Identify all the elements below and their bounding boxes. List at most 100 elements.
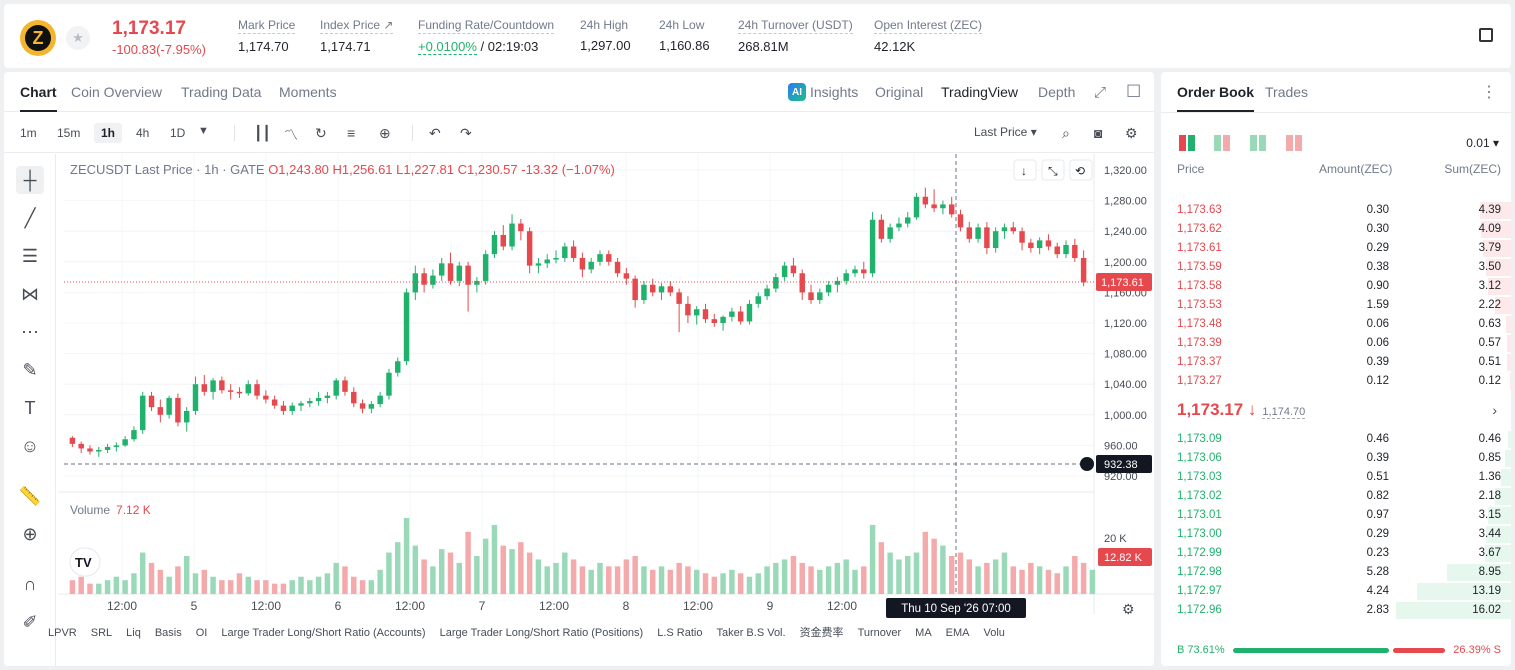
bid-row[interactable]: 1,173.00 0.29 3.44: [1161, 525, 1511, 544]
ask-row[interactable]: 1,173.59 0.38 3.50: [1161, 258, 1511, 277]
tab-chart[interactable]: Chart: [20, 84, 57, 112]
volume-bar: [623, 559, 630, 594]
tab-trading-data[interactable]: Trading Data: [181, 84, 262, 100]
camera-icon[interactable]: ◙: [1094, 125, 1103, 141]
indicator-13[interactable]: Volu: [983, 627, 1005, 639]
ask-row[interactable]: 1,173.53 1.59 2.22: [1161, 296, 1511, 315]
window-icon[interactable]: ☐: [1126, 82, 1142, 101]
candlestick-chart-svg[interactable]: 1,320.001,280.001,240.001,200.001,160.00…: [58, 154, 1154, 666]
timeframe-4h[interactable]: 4h: [136, 126, 150, 140]
bid-row[interactable]: 1,173.02 0.82 2.18: [1161, 487, 1511, 506]
timeframe-1h[interactable]: 1h: [94, 123, 123, 143]
ask-row[interactable]: 1,173.63 0.30 4.39: [1161, 201, 1511, 220]
ruler-icon[interactable]: 📏: [18, 485, 42, 506]
candle-body: [386, 372, 392, 396]
bid-row[interactable]: 1,172.97 4.24 13.19: [1161, 582, 1511, 601]
magnet-icon[interactable]: ∩: [23, 573, 37, 594]
order-amount: 0.30: [1366, 204, 1389, 216]
volume-bar: [984, 562, 990, 594]
text-tool-icon[interactable]: T: [24, 397, 36, 418]
indicator-0[interactable]: LPVR: [48, 627, 77, 639]
add-indicator-icon[interactable]: ⊕: [379, 125, 391, 141]
bid-row[interactable]: 1,173.01 0.97 3.15: [1161, 506, 1511, 525]
indicators-icon[interactable]: 〽: [284, 127, 298, 143]
book-mode-both-icon[interactable]: [1179, 135, 1195, 151]
trend-line-icon[interactable]: ╱: [24, 207, 36, 228]
indicator-12[interactable]: EMA: [945, 627, 970, 639]
bid-row[interactable]: 1,172.98 5.28 8.95: [1161, 563, 1511, 582]
timeframe-1d[interactable]: 1D: [170, 126, 186, 140]
indicator-9[interactable]: 资金费率: [799, 627, 844, 639]
tab-moments[interactable]: Moments: [279, 84, 337, 100]
book-mid-price[interactable]: 1,173.17 ↓ 1,174.70: [1177, 400, 1306, 419]
book-mode-bids-icon[interactable]: [1214, 135, 1230, 151]
ask-row[interactable]: 1,173.37 0.39 0.51: [1161, 353, 1511, 372]
undo-icon[interactable]: ↶: [429, 125, 441, 141]
precision-select[interactable]: 0.01 ▾: [1466, 136, 1499, 150]
tab-order-book[interactable]: Order Book: [1177, 84, 1255, 112]
indicator-1[interactable]: SRL: [90, 627, 113, 639]
expand-icon[interactable]: ⤢: [1094, 84, 1107, 101]
timeframe-dropdown-icon[interactable]: ▼: [198, 125, 209, 137]
indicator-3[interactable]: Basis: [154, 627, 182, 639]
search-icon[interactable]: ⌕: [1062, 125, 1070, 141]
templates-icon[interactable]: ≡: [347, 125, 356, 141]
ask-row[interactable]: 1,173.58 0.90 3.12: [1161, 277, 1511, 296]
tab-coin-overview[interactable]: Coin Overview: [71, 84, 163, 100]
stat-mark-price[interactable]: Mark Price 1,174.70: [238, 18, 296, 54]
brush-icon[interactable]: ✎: [22, 359, 38, 380]
bid-row[interactable]: 1,172.96 2.83 16.02: [1161, 601, 1511, 620]
candle-body: [263, 395, 269, 400]
favorite-star-icon[interactable]: ★: [66, 26, 90, 50]
book-mode-alt-icon[interactable]: [1286, 135, 1302, 151]
stat-index-price[interactable]: Index Price ↗ 1,174.71: [320, 18, 394, 54]
redo-icon[interactable]: ↷: [460, 125, 472, 141]
ask-row[interactable]: 1,173.27 0.12 0.12: [1161, 372, 1511, 391]
ask-row[interactable]: 1,173.62 0.30 4.09: [1161, 220, 1511, 239]
indicator-2[interactable]: Liq: [126, 627, 141, 639]
volume-bar: [377, 569, 383, 594]
tab-trades[interactable]: Trades: [1265, 84, 1309, 100]
candle-body: [96, 449, 102, 452]
more-options-icon[interactable]: ⋮: [1481, 84, 1497, 101]
candle-type-icon[interactable]: ┃┃: [254, 125, 271, 141]
volume-bar: [192, 573, 199, 594]
indicator-8[interactable]: Taker B.S Vol.: [716, 627, 786, 639]
view-original[interactable]: Original: [875, 84, 924, 100]
ask-row[interactable]: 1,173.48 0.06 0.63: [1161, 315, 1511, 334]
ask-row[interactable]: 1,173.61 0.29 3.79: [1161, 239, 1511, 258]
emoji-icon[interactable]: ☺: [20, 435, 40, 456]
ai-insights-icon[interactable]: AI: [788, 83, 806, 101]
view-depth[interactable]: Depth: [1038, 84, 1076, 100]
timeframe-1m[interactable]: 1m: [20, 126, 37, 140]
chevron-right-icon[interactable]: ›: [1492, 402, 1497, 418]
timeframe-15m[interactable]: 15m: [57, 126, 81, 140]
pattern-icon[interactable]: ⋈: [21, 283, 39, 304]
stat-funding-rate[interactable]: Funding Rate/Countdown +0.0100% / 02:19:0…: [418, 18, 555, 55]
settings-gear-icon[interactable]: ⚙: [1125, 125, 1138, 141]
view-tradingview[interactable]: TradingView: [941, 84, 1019, 100]
indicator-6[interactable]: Large Trader Long/Short Ratio (Positions…: [439, 627, 644, 639]
pencil-lock-icon[interactable]: ✐: [22, 611, 38, 632]
indicator-5[interactable]: Large Trader Long/Short Ratio (Accounts): [221, 627, 426, 639]
crosshair-icon[interactable]: ┼: [16, 166, 44, 194]
indicator-11[interactable]: MA: [915, 627, 932, 639]
guide-book-icon[interactable]: [1479, 28, 1493, 42]
bid-row[interactable]: 1,172.99 0.23 3.67: [1161, 544, 1511, 563]
x-tick-label: 6: [335, 599, 342, 613]
indicator-10[interactable]: Turnover: [857, 627, 902, 639]
bid-row[interactable]: 1,173.09 0.46 0.46: [1161, 430, 1511, 449]
bid-row[interactable]: 1,173.03 0.51 1.36: [1161, 468, 1511, 487]
price-type-select[interactable]: Last Price ▾: [974, 125, 1037, 139]
horizontal-lines-icon[interactable]: ☰: [21, 245, 39, 266]
indicator-7[interactable]: L.S Ratio: [657, 627, 703, 639]
zoom-in-icon[interactable]: ⊕: [22, 523, 38, 544]
price-chart[interactable]: 1,320.00 1,280.00 1,240.00 1,200.00 1,160.00…: [58, 154, 1154, 666]
refresh-icon[interactable]: ↻: [315, 125, 327, 141]
indicator-4[interactable]: OI: [195, 627, 208, 639]
ask-row[interactable]: 1,173.39 0.06 0.57: [1161, 334, 1511, 353]
book-mode-asks-icon[interactable]: [1250, 135, 1266, 151]
view-insights[interactable]: Insights: [810, 84, 859, 100]
fib-icon[interactable]: ⋯: [21, 321, 39, 342]
bid-row[interactable]: 1,173.06 0.39 0.85: [1161, 449, 1511, 468]
